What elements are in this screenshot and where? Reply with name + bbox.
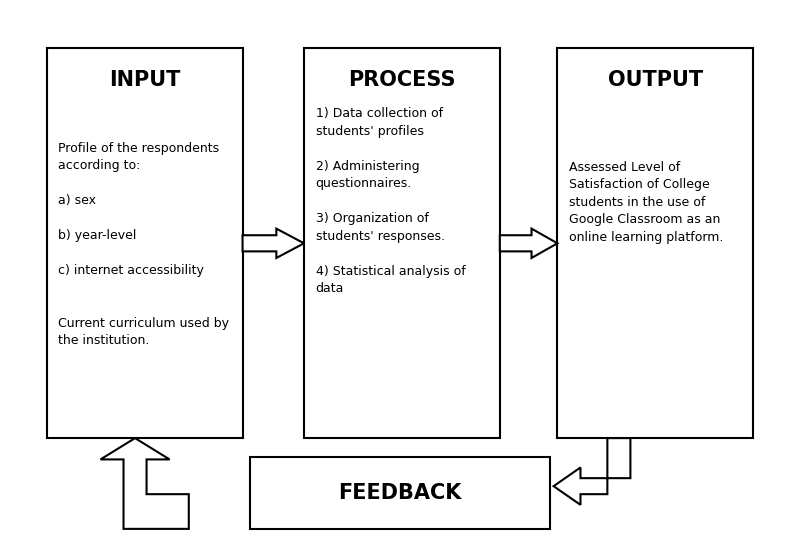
Text: PROCESS: PROCESS [348,70,456,90]
Text: Assessed Level of
Satisfaction of College
students in the use of
Google Classroo: Assessed Level of Satisfaction of Colleg… [569,161,723,244]
Text: INPUT: INPUT [109,70,180,90]
Text: FEEDBACK: FEEDBACK [338,483,462,503]
Bar [304,48,500,438]
Text: OUTPUT: OUTPUT [608,70,703,90]
Bar [250,457,550,529]
Polygon shape [500,229,558,258]
Bar [558,48,754,438]
Polygon shape [554,438,630,505]
Polygon shape [101,438,189,529]
Text: Profile of the respondents
according to:

a) sex

b) year-level

c) internet acc: Profile of the respondents according to:… [58,142,230,348]
Bar [46,48,242,438]
Polygon shape [242,229,304,258]
Text: 1) Data collection of
students' profiles

2) Administering
questionnaires.

3) O: 1) Data collection of students' profiles… [315,107,466,295]
